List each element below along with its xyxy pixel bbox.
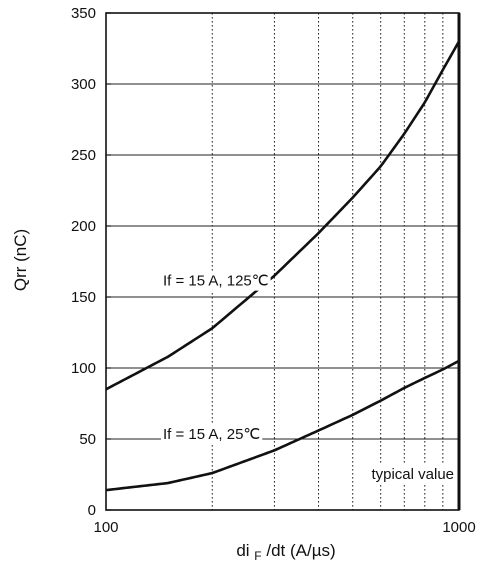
axes xyxy=(105,12,461,511)
annotation-2: If = 15 A, 25℃ xyxy=(163,426,260,443)
tick-labels: 0 50 100 150 200 250 300 350 100 1000 xyxy=(71,5,476,536)
x-axis-title-subscript: F xyxy=(254,549,261,563)
y-tick-label-200: 200 xyxy=(71,218,96,235)
x-tick-label-100: 100 xyxy=(93,519,118,536)
y-tick-label-150: 150 xyxy=(71,289,96,306)
annotation-bg-3 xyxy=(369,464,457,484)
x-axis-title-suffix: /dt (A/µs) xyxy=(266,541,335,560)
series-curve-1 xyxy=(105,40,461,391)
x-tick-label-1000: 1000 xyxy=(442,519,475,536)
annotation-bg-2 xyxy=(160,425,263,444)
y-tick-label-350: 350 xyxy=(71,5,96,22)
plot-frame xyxy=(105,12,460,511)
annotation-3: typical value xyxy=(371,466,454,483)
gridlines xyxy=(106,13,459,510)
y-tick-label-100: 100 xyxy=(71,360,96,377)
y-tick-label-50: 50 xyxy=(79,431,96,448)
y-axis-title: Qrr (nC) xyxy=(11,229,30,291)
annotation-bg-1 xyxy=(160,271,271,291)
y-tick-label-250: 250 xyxy=(71,147,96,164)
series-curve-2 xyxy=(105,359,460,492)
x-axis-title: di F /dt (A/µs) xyxy=(236,541,335,564)
curves xyxy=(105,40,461,492)
x-axis-title-prefix: di xyxy=(236,541,249,560)
y-tick-label-0: 0 xyxy=(88,502,96,519)
y-tick-label-300: 300 xyxy=(71,76,96,93)
annotation-1: If = 15 A, 125℃ xyxy=(163,273,269,290)
annotations: If = 15 A, 125℃ If = 15 A, 25℃ typical val… xyxy=(160,271,457,484)
